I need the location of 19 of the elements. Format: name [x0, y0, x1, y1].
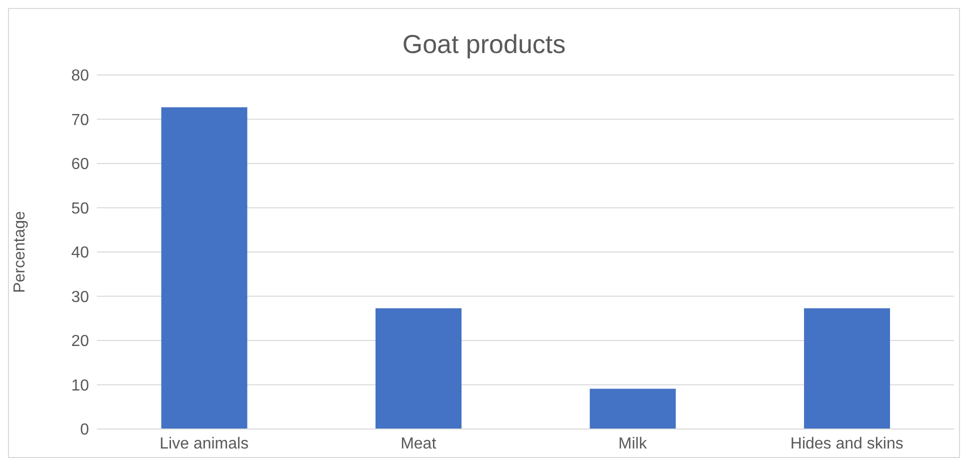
y-tick-label: 30 [71, 288, 90, 306]
x-tick-label: Meat [400, 435, 437, 452]
y-tick-label: 20 [71, 333, 90, 350]
y-tick-label: 40 [71, 244, 90, 262]
bar [590, 388, 676, 429]
x-tick-label: Hides and skins [790, 435, 904, 452]
y-tick-label: 50 [71, 200, 90, 218]
x-tick-label: Live animals [160, 435, 249, 452]
y-tick-label: 60 [71, 156, 90, 174]
bar [376, 308, 462, 429]
bar [161, 107, 248, 429]
y-tick-label: 10 [71, 377, 90, 394]
x-tick-label: Milk [618, 435, 648, 452]
chart-title: Goat products [401, 29, 567, 60]
y-tick-label: 80 [71, 68, 90, 85]
bar [804, 308, 890, 429]
y-tick-label: 0 [80, 422, 90, 439]
y-axis-title: Percentage [12, 210, 29, 293]
y-tick-label: 70 [71, 112, 90, 129]
